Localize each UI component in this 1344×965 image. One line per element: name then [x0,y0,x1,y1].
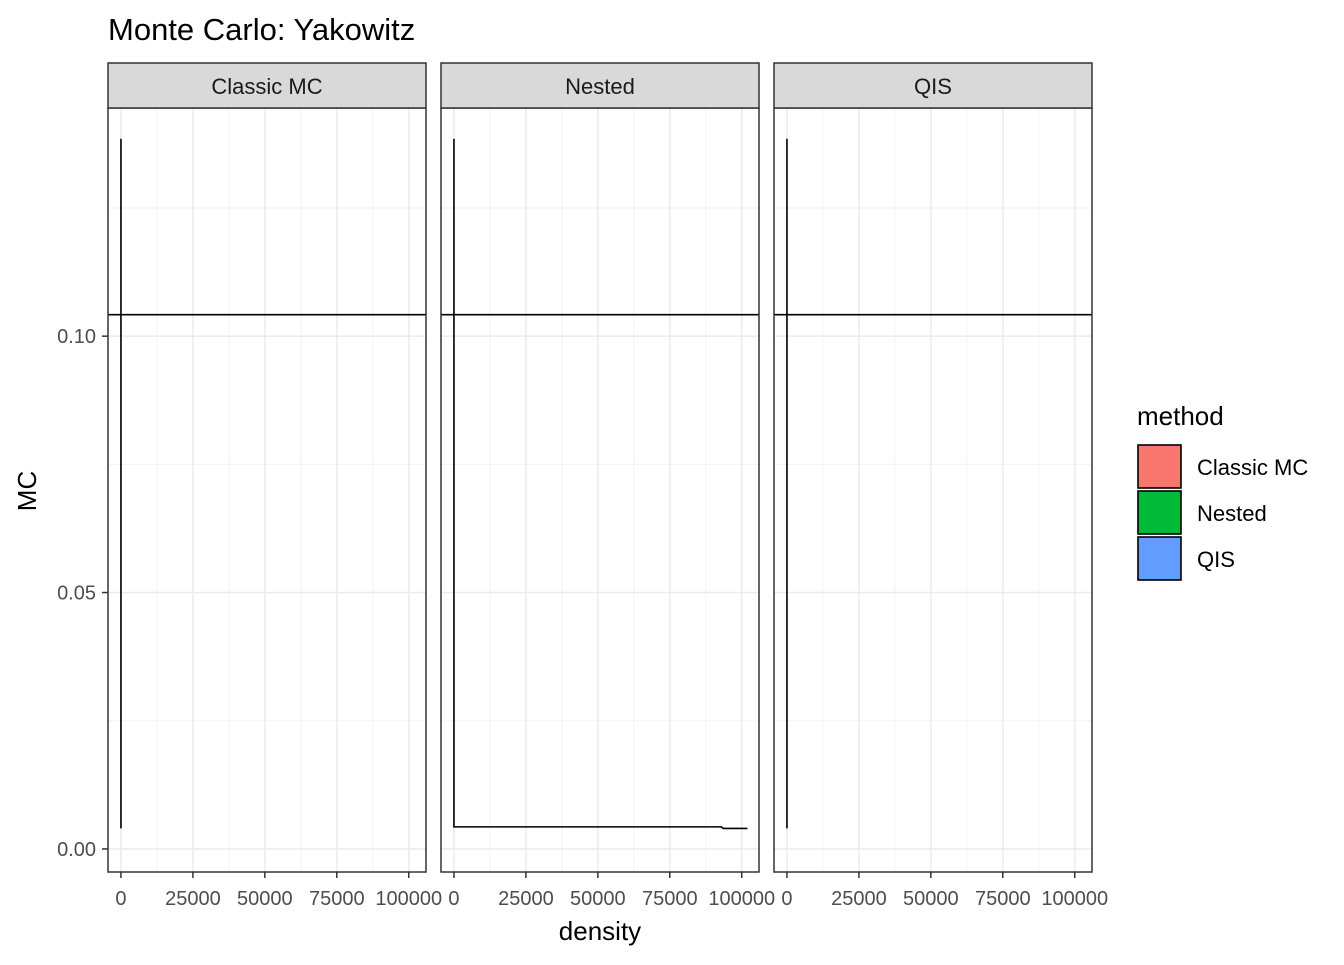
strip-label: QIS [914,74,952,99]
x-tick-label: 75000 [975,888,1031,910]
x-tick-label: 75000 [642,888,698,910]
x-axis-title: density [559,916,641,946]
panel-background [441,108,759,872]
x-tick-label: 100000 [375,888,442,910]
x-tick-label: 0 [448,888,459,910]
facet-panel-qis: QIS 0 25000 50000 75000 100000 [774,63,1108,910]
x-tick-label: 0 [115,888,126,910]
strip-label: Classic MC [211,74,322,99]
x-tick-label: 50000 [237,888,293,910]
legend-key-swatch [1138,491,1181,534]
legend-key-label: Nested [1197,501,1267,526]
legend-key-swatch [1138,537,1181,580]
facet-panel-nested: Nested 0 25000 50000 75000 100000 [441,63,775,910]
y-axis: 0.00 0.05 0.10 [57,326,108,861]
y-axis-title: MC [12,471,42,511]
chart-title: Monte Carlo: Yakowitz [108,12,415,47]
x-tick-label: 100000 [1041,888,1108,910]
facet-panel-classic-mc: Classic MC 0 25000 50000 75000 100000 [108,63,442,910]
legend-title: method [1137,401,1224,431]
x-tick-label: 25000 [165,888,221,910]
legend: method Classic MC Nested QIS [1137,401,1308,580]
facet-panels: Classic MC 0 25000 50000 75000 100000 Nested 0 2… [108,63,1108,910]
legend-key-label: Classic MC [1197,455,1308,480]
x-tick-label: 75000 [309,888,365,910]
x-tick-label: 100000 [708,888,775,910]
y-tick-label: 0.00 [57,839,96,861]
x-tick-label: 50000 [903,888,959,910]
y-tick-label: 0.05 [57,583,96,605]
x-tick-label: 25000 [498,888,554,910]
panel-background [774,108,1092,872]
x-tick-label: 25000 [831,888,887,910]
legend-key-label: QIS [1197,547,1235,572]
strip-label: Nested [565,74,635,99]
panel-background [108,108,426,872]
x-tick-label: 50000 [570,888,626,910]
legend-key-swatch [1138,445,1181,488]
x-tick-label: 0 [781,888,792,910]
y-tick-label: 0.10 [57,326,96,348]
